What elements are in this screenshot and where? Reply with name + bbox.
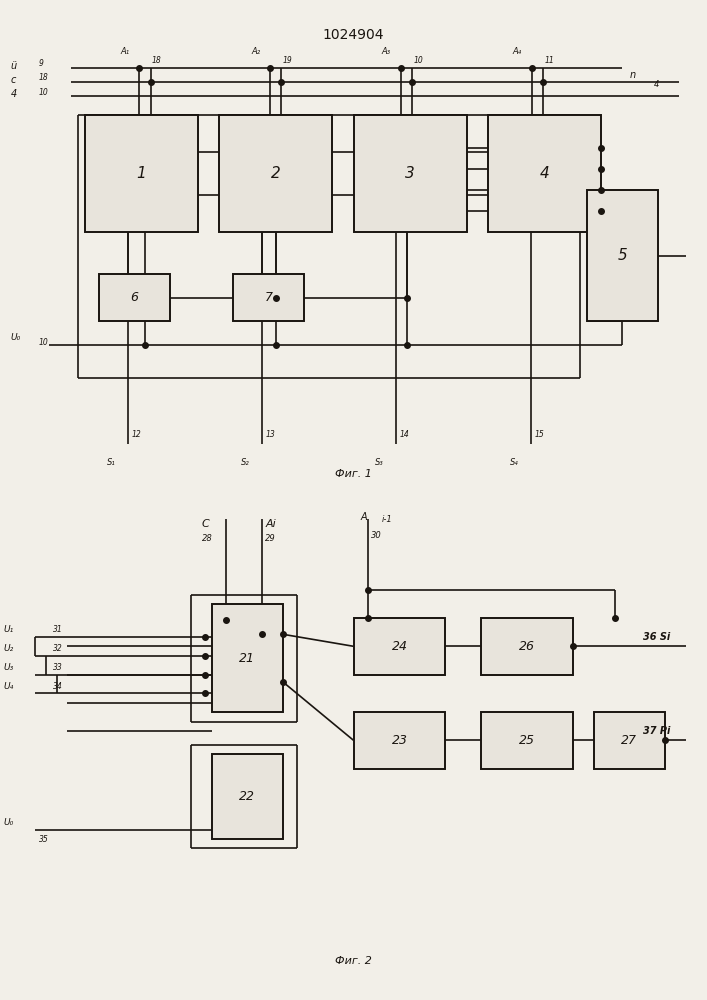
Text: 25: 25 [519,734,534,747]
Text: 13: 13 [266,430,276,439]
Text: 10: 10 [39,338,49,347]
Bar [99,274,170,321]
Text: 33: 33 [53,663,63,672]
Text: 11: 11 [544,56,554,65]
Bar [212,604,283,712]
Text: 4: 4 [539,166,549,181]
Bar [594,712,665,768]
Bar [481,712,573,768]
Text: Фиг. 1: Фиг. 1 [335,469,372,479]
Bar [212,754,283,839]
Text: 15: 15 [534,430,544,439]
Text: 9: 9 [39,59,44,68]
Text: 26: 26 [519,640,534,653]
Text: U₄: U₄ [4,682,13,691]
Text: S₄: S₄ [510,458,518,467]
Text: 1024904: 1024904 [323,28,384,42]
Bar [85,115,198,232]
Text: Ai: Ai [265,519,276,529]
Text: 36 Si: 36 Si [643,632,671,642]
Text: 18: 18 [152,56,162,65]
Text: S₂: S₂ [241,458,250,467]
Bar [587,190,658,321]
Bar [219,115,332,232]
Text: 7: 7 [264,291,273,304]
Text: 1: 1 [136,166,146,181]
Text: 31: 31 [53,625,63,634]
Text: 4: 4 [11,89,17,99]
Text: 10: 10 [39,88,49,97]
Text: 32: 32 [53,644,63,653]
Text: A: A [361,512,367,522]
Text: 18: 18 [39,73,49,82]
Text: 30: 30 [371,531,382,540]
Text: 5: 5 [617,248,627,263]
Text: A₃: A₃ [382,47,391,56]
Text: S₁: S₁ [107,458,115,467]
Text: S₃: S₃ [375,458,384,467]
Bar [354,618,445,674]
Bar [233,274,304,321]
Text: A₄: A₄ [513,47,522,56]
Text: A₂: A₂ [251,47,260,56]
Text: 2: 2 [271,166,281,181]
Text: 34: 34 [53,682,63,691]
Text: 3: 3 [405,166,415,181]
Text: 24: 24 [392,640,407,653]
Text: 29: 29 [265,534,276,543]
Text: 37 Pi: 37 Pi [643,726,671,736]
Text: U₀: U₀ [11,333,21,342]
Text: 22: 22 [240,790,255,803]
Text: n: n [629,70,636,80]
Text: U₁: U₁ [4,625,13,634]
Text: 23: 23 [392,734,407,747]
Text: Фиг. 2: Фиг. 2 [335,956,372,966]
Text: 10: 10 [414,56,423,65]
Bar [481,618,573,674]
Text: i-1: i-1 [382,515,392,524]
Text: 6: 6 [130,291,139,304]
Text: 35: 35 [39,834,49,844]
Text: A₁: A₁ [120,47,129,56]
Text: U₀: U₀ [4,818,13,827]
Text: 12: 12 [132,430,141,439]
Text: 28: 28 [201,534,212,543]
Text: 19: 19 [283,56,293,65]
Text: U₃: U₃ [4,663,13,672]
Text: 21: 21 [240,652,255,665]
Bar [488,115,601,232]
Text: 14: 14 [400,430,410,439]
Text: 4: 4 [654,80,660,89]
Text: c: c [11,75,16,85]
Text: C: C [201,519,209,529]
Text: ü: ü [11,61,17,71]
Text: 27: 27 [621,734,637,747]
Bar [354,115,467,232]
Bar [354,712,445,768]
Text: U₂: U₂ [4,644,13,653]
